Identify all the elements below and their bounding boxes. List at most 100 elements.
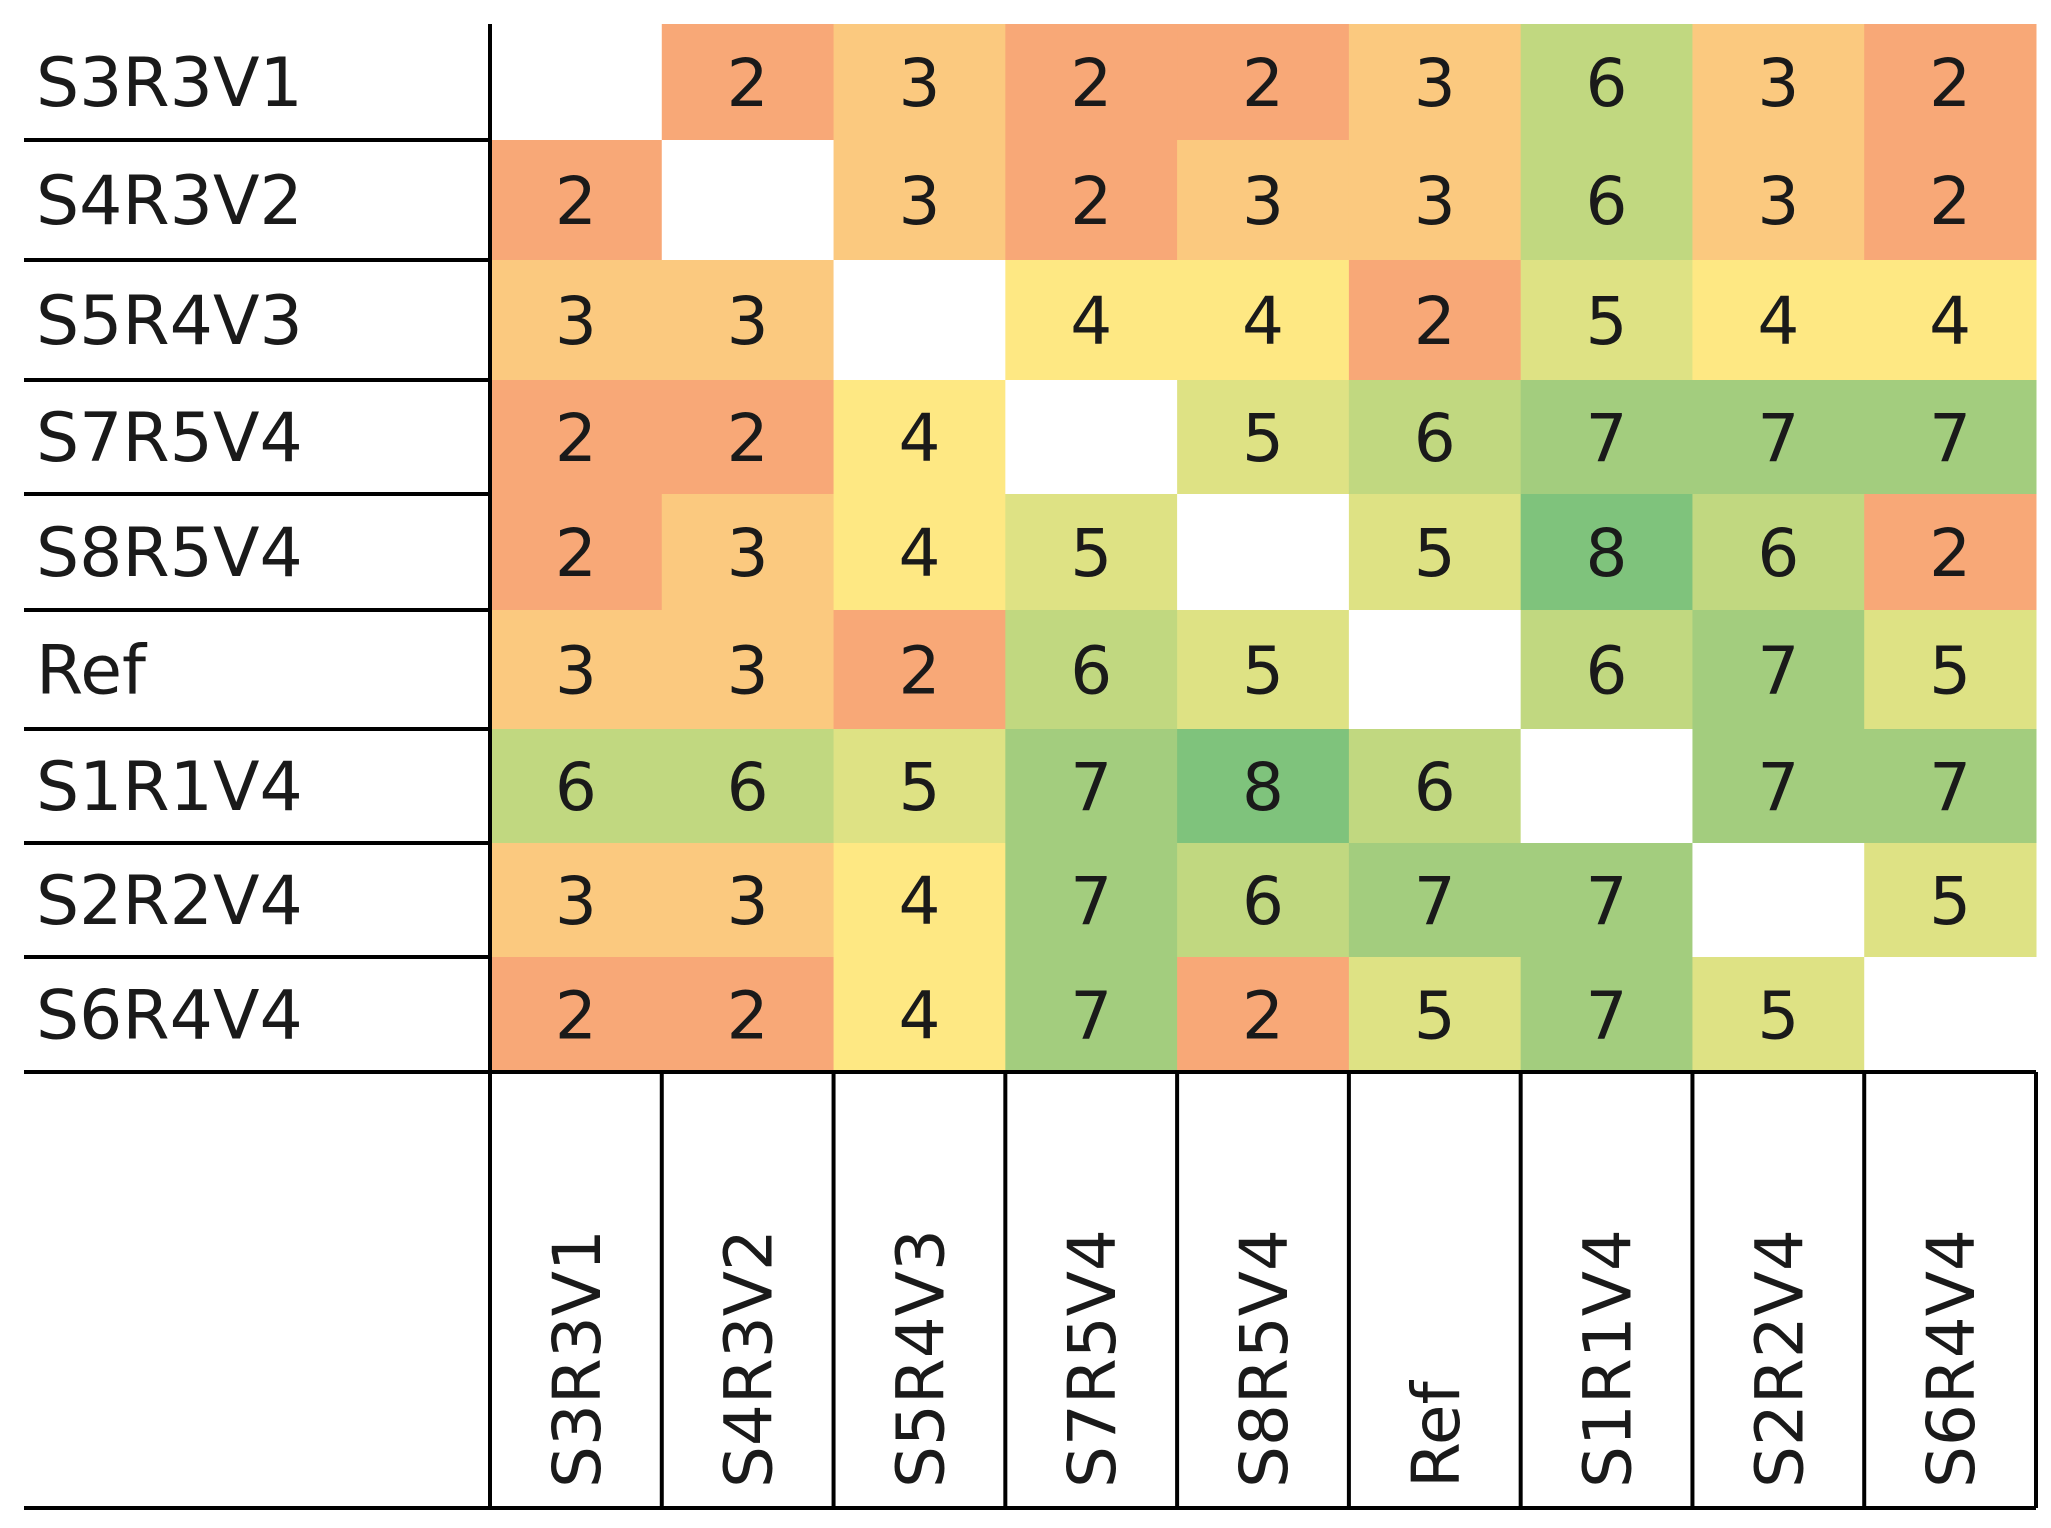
cell-value-label: 2 bbox=[1242, 978, 1284, 1055]
cell-value-label: 3 bbox=[1414, 45, 1456, 122]
cell-value-label: 3 bbox=[727, 633, 769, 710]
heatmap-cell-S2R2V4-S4R3V2 bbox=[661, 843, 835, 958]
heatmap-cell-S6R4V4-S4R3V2 bbox=[661, 957, 835, 1073]
heatmap-cell-S2R2V4-S2R2V4 bbox=[1692, 843, 1865, 958]
heatmap-cell-Ref-S8R5V4 bbox=[1177, 610, 1350, 730]
heatmap-cell-Ref-S6R4V4 bbox=[1864, 610, 2037, 730]
cell-value-label: 3 bbox=[1414, 163, 1456, 240]
cell-value-labels: 2 3 2 2 3 6 3 2 2 3 2 3 3 6 3 2 3 3 4 4 2 5 4 4 2 2 4 5 6 7 7 7 2 3 4 5 5 8 6 2… bbox=[555, 45, 1971, 1055]
heatmap-cell-S3R3V1-S3R3V1 bbox=[490, 24, 663, 141]
cell-value-label: 4 bbox=[1242, 283, 1284, 360]
heatmap-cell-S1R1V4-S3R3V1 bbox=[490, 729, 663, 844]
heatmap-cell-S7R5V4-S8R5V4 bbox=[1177, 380, 1350, 495]
row-label-S8R5V4: S8R5V4 bbox=[36, 514, 303, 593]
heatmap-cell-S3R3V1-S2R2V4 bbox=[1692, 24, 1865, 141]
cell-value-label: 6 bbox=[1070, 633, 1112, 710]
heatmap-cell-Ref-S5R4V3 bbox=[833, 610, 1006, 730]
cell-value-label: 2 bbox=[1070, 45, 1112, 122]
heatmap-cell-S8R5V4-Ref bbox=[1348, 494, 1522, 611]
heatmap-cell-S4R3V2-S3R3V1 bbox=[490, 140, 663, 261]
heatmap-cell-S4R3V2-S6R4V4 bbox=[1864, 140, 2037, 261]
cell-value-label: 7 bbox=[1586, 400, 1628, 477]
cell-value-label: 2 bbox=[1929, 163, 1971, 240]
column-label-S7R5V4: S7R5V4 bbox=[1054, 1229, 1131, 1488]
heatmap-cell-S6R4V4-S5R4V3 bbox=[833, 957, 1006, 1073]
table-grid-lines bbox=[24, 24, 2038, 1510]
cell-value-label: 4 bbox=[898, 400, 940, 477]
cell-value-label: 4 bbox=[1757, 283, 1799, 360]
cell-value-label: 2 bbox=[1414, 283, 1456, 360]
column-label-S1R1V4: S1R1V4 bbox=[1570, 1229, 1647, 1488]
cell-value-label: 3 bbox=[727, 283, 769, 360]
cell-value-label: 6 bbox=[1757, 515, 1799, 592]
row-label-S1R1V4: S1R1V4 bbox=[36, 748, 303, 827]
cell-value-label: 3 bbox=[555, 633, 597, 710]
cell-value-label: 5 bbox=[1929, 633, 1971, 710]
heatmap-cell-S5R4V3-S6R4V4 bbox=[1864, 260, 2037, 381]
heatmap-cell-S5R4V3-S5R4V3 bbox=[833, 260, 1006, 381]
heatmap-cell-S3R3V1-S1R1V4 bbox=[1520, 24, 1693, 141]
column-label-S6R4V4: S6R4V4 bbox=[1913, 1229, 1990, 1488]
heatmap-cell-S3R3V1-S8R5V4 bbox=[1177, 24, 1350, 141]
heatmap-cell-S7R5V4-S7R5V4 bbox=[1005, 380, 1178, 495]
heatmap-cell-S8R5V4-S7R5V4 bbox=[1005, 494, 1178, 611]
heatmap-cell-S7R5V4-S4R3V2 bbox=[661, 380, 835, 495]
cell-value-label: 5 bbox=[1414, 515, 1456, 592]
heatmap-cell-S5R4V3-S2R2V4 bbox=[1692, 260, 1865, 381]
cell-value-label: 5 bbox=[1586, 283, 1628, 360]
cell-value-label: 2 bbox=[727, 978, 769, 1055]
heatmap-cell-S7R5V4-S1R1V4 bbox=[1520, 380, 1693, 495]
cell-value-label: 7 bbox=[1070, 863, 1112, 940]
cell-value-label: 2 bbox=[1929, 45, 1971, 122]
column-label-S8R5V4: S8R5V4 bbox=[1226, 1229, 1303, 1488]
heatmap-cell-S6R4V4-S7R5V4 bbox=[1005, 957, 1178, 1073]
cell-value-label: 3 bbox=[727, 515, 769, 592]
heatmap-cell-S3R3V1-S6R4V4 bbox=[1864, 24, 2037, 141]
heatmap-cell-S8R5V4-S8R5V4 bbox=[1177, 494, 1350, 611]
cell-value-label: 6 bbox=[555, 749, 597, 826]
cell-value-label: 5 bbox=[1757, 978, 1799, 1055]
heatmap-cell-Ref-S3R3V1 bbox=[490, 610, 663, 730]
heatmap-cell-S1R1V4-S7R5V4 bbox=[1005, 729, 1178, 844]
column-labels: S3R3V1 S4R3V2 S5R4V3 S7R5V4 S8R5V4 Ref S1R1V4 S… bbox=[539, 1229, 1990, 1488]
column-label-S3R3V1: S3R3V1 bbox=[539, 1229, 616, 1488]
cell-value-label: 7 bbox=[1586, 978, 1628, 1055]
heatmap-cell-S1R1V4-S4R3V2 bbox=[661, 729, 835, 844]
heatmap-cell-S1R1V4-S2R2V4 bbox=[1692, 729, 1865, 844]
cell-value-label: 6 bbox=[1414, 749, 1456, 826]
heatmap-cell-S5R4V3-S4R3V2 bbox=[661, 260, 835, 381]
heatmap-cell-S3R3V1-S4R3V2 bbox=[661, 24, 835, 141]
heatmap-cell-S8R5V4-S3R3V1 bbox=[490, 494, 663, 611]
cell-value-label: 7 bbox=[1070, 749, 1112, 826]
heatmap-cell-S1R1V4-S5R4V3 bbox=[833, 729, 1006, 844]
heatmap-cell-Ref-S1R1V4 bbox=[1520, 610, 1693, 730]
cell-value-label: 7 bbox=[1757, 633, 1799, 710]
cell-value-label: 2 bbox=[555, 400, 597, 477]
cell-value-label: 4 bbox=[898, 515, 940, 592]
heatmap-cell-S4R3V2-S5R4V3 bbox=[833, 140, 1006, 261]
heatmap-cell-S6R4V4-S2R2V4 bbox=[1692, 957, 1865, 1073]
row-label-S2R2V4: S2R2V4 bbox=[36, 862, 303, 941]
heatmap-cell-S8R5V4-S4R3V2 bbox=[661, 494, 835, 611]
cell-value-label: 7 bbox=[1414, 863, 1456, 940]
heatmap-cell-S6R4V4-S1R1V4 bbox=[1520, 957, 1693, 1073]
column-label-S5R4V3: S5R4V3 bbox=[882, 1229, 959, 1488]
cell-value-label: 8 bbox=[1586, 515, 1628, 592]
cell-value-label: 4 bbox=[1070, 283, 1112, 360]
heatmap-cell-S5R4V3-S7R5V4 bbox=[1005, 260, 1178, 381]
heatmap-cell-S4R3V2-S8R5V4 bbox=[1177, 140, 1350, 261]
heatmap-cell-S5R4V3-Ref bbox=[1348, 260, 1522, 381]
cell-value-label: 6 bbox=[1414, 400, 1456, 477]
cell-value-label: 3 bbox=[898, 163, 940, 240]
heatmap-cell-S1R1V4-S8R5V4 bbox=[1177, 729, 1350, 844]
heatmap-cell-S8R5V4-S5R4V3 bbox=[833, 494, 1006, 611]
heatmap-cell-S2R2V4-S1R1V4 bbox=[1520, 843, 1693, 958]
heatmap-cell-S5R4V3-S1R1V4 bbox=[1520, 260, 1693, 381]
row-label-S3R3V1: S3R3V1 bbox=[36, 44, 303, 123]
heatmap-cell-S8R5V4-S2R2V4 bbox=[1692, 494, 1865, 611]
cell-value-label: 7 bbox=[1586, 863, 1628, 940]
heatmap-cell-S1R1V4-S6R4V4 bbox=[1864, 729, 2037, 844]
cell-value-label: 7 bbox=[1070, 978, 1112, 1055]
heatmap-cell-S7R5V4-S6R4V4 bbox=[1864, 380, 2037, 495]
heatmap-cell-S4R3V2-S1R1V4 bbox=[1520, 140, 1693, 261]
